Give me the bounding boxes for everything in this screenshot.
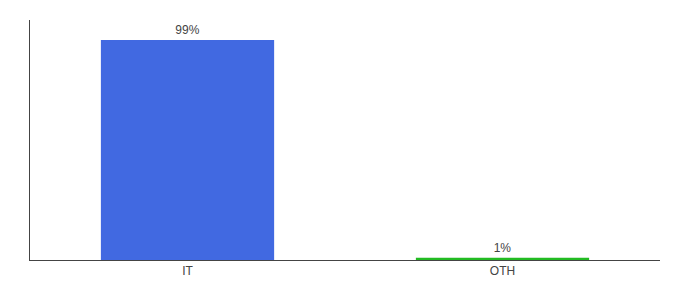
svg-text:OTH: OTH xyxy=(490,264,515,278)
svg-text:1%: 1% xyxy=(494,241,512,255)
svg-text:IT: IT xyxy=(182,264,193,278)
svg-text:99%: 99% xyxy=(175,23,199,37)
